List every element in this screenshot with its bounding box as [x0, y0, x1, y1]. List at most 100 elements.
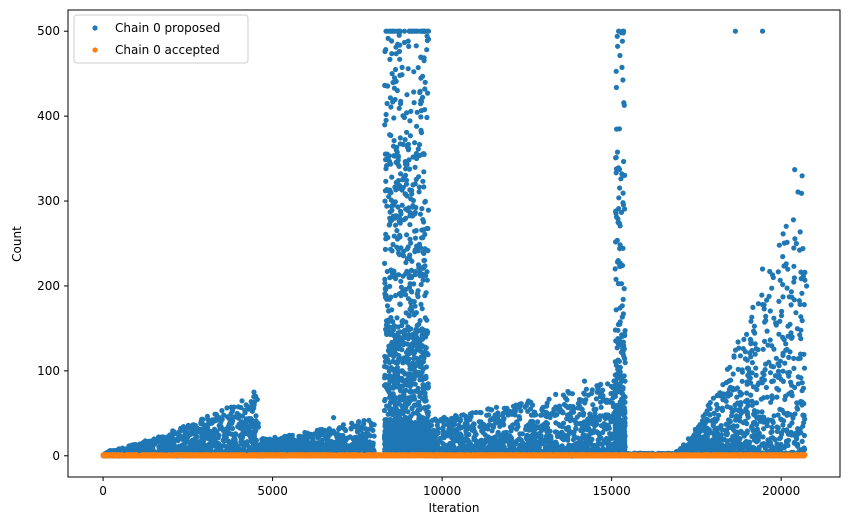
proposed-point: [389, 174, 395, 180]
proposed-point: [397, 28, 403, 34]
proposed-point: [398, 420, 404, 426]
proposed-point: [200, 416, 206, 422]
proposed-point: [412, 247, 418, 253]
proposed-point: [418, 127, 424, 133]
proposed-point: [385, 426, 391, 433]
proposed-point: [405, 347, 411, 353]
proposed-point: [367, 433, 373, 439]
proposed-point: [199, 434, 205, 440]
proposed-point: [395, 153, 401, 159]
proposed-point: [423, 28, 429, 34]
proposed-point: [241, 426, 247, 432]
proposed-point: [403, 286, 409, 292]
proposed-point: [227, 447, 233, 453]
proposed-point: [145, 438, 151, 445]
proposed-point: [405, 144, 411, 150]
proposed-point: [385, 387, 391, 393]
proposed-point: [290, 438, 296, 444]
proposed-point: [244, 417, 250, 423]
proposed-point: [425, 248, 431, 254]
proposed-point: [270, 442, 276, 448]
proposed-point: [141, 447, 147, 453]
proposed-point: [248, 416, 254, 422]
proposed-point: [384, 163, 390, 169]
proposed-point: [386, 375, 392, 381]
proposed-point: [415, 65, 421, 71]
proposed-point: [415, 436, 421, 442]
proposed-point: [412, 211, 418, 217]
proposed-point: [413, 355, 419, 361]
proposed-point: [404, 436, 410, 442]
proposed-point: [381, 407, 388, 414]
proposed-point: [400, 273, 406, 279]
proposed-point: [420, 385, 426, 391]
proposed-point: [398, 245, 404, 251]
proposed-point: [218, 419, 224, 425]
proposed-point: [424, 114, 430, 121]
proposed-point: [386, 187, 392, 193]
proposed-point: [356, 419, 362, 425]
proposed-point: [174, 444, 180, 450]
proposed-point: [418, 114, 424, 120]
proposed-point: [397, 217, 403, 223]
proposed-point: [396, 48, 403, 55]
proposed-point: [415, 262, 422, 268]
proposed-point: [226, 441, 232, 447]
proposed-point: [421, 58, 427, 64]
proposed-point: [224, 405, 230, 411]
proposed-point: [302, 429, 308, 436]
proposed-point: [389, 350, 395, 356]
proposed-point: [412, 272, 418, 278]
proposed-point: [392, 199, 398, 205]
proposed-point: [403, 319, 409, 325]
proposed-point: [395, 162, 401, 168]
proposed-point: [213, 411, 219, 418]
proposed-point: [422, 349, 428, 355]
proposed-point: [229, 431, 235, 437]
proposed-point: [387, 28, 393, 34]
proposed-point: [399, 335, 406, 341]
proposed-point: [224, 430, 231, 436]
proposed-point: [412, 164, 418, 170]
proposed-point: [382, 82, 388, 88]
proposed-point: [353, 439, 359, 445]
proposed-point: [392, 346, 398, 352]
proposed-point: [412, 228, 418, 234]
proposed-point: [420, 415, 426, 421]
proposed-point: [171, 429, 177, 435]
proposed-point: [394, 438, 400, 444]
proposed-point: [404, 161, 410, 167]
proposed-point: [169, 447, 175, 454]
proposed-point: [382, 420, 388, 426]
proposed-point: [391, 442, 397, 448]
proposed-point: [403, 215, 409, 221]
proposed-point: [262, 436, 268, 442]
proposed-point: [370, 442, 376, 448]
proposed-point: [384, 303, 391, 309]
proposed-point: [423, 419, 429, 425]
proposed-point: [167, 437, 173, 443]
proposed-point: [185, 422, 191, 428]
proposed-point: [401, 28, 407, 34]
proposed-point: [219, 408, 225, 414]
series-proposed-points: [100, 28, 810, 459]
proposed-point: [389, 307, 395, 313]
proposed-point: [393, 179, 399, 186]
proposed-point: [386, 194, 392, 200]
proposed-point: [384, 203, 390, 209]
proposed-point: [337, 439, 343, 445]
proposed-point: [398, 171, 404, 177]
proposed-point: [286, 447, 292, 453]
proposed-point: [315, 444, 322, 451]
proposed-point: [407, 133, 413, 139]
proposed-point: [340, 422, 346, 428]
proposed-point: [409, 439, 415, 445]
proposed-point: [424, 47, 430, 53]
proposed-point: [190, 422, 196, 428]
proposed-point: [248, 399, 254, 405]
proposed-point: [399, 425, 405, 431]
proposed-point: [382, 151, 388, 157]
proposed-point: [416, 174, 422, 180]
proposed-point: [249, 403, 255, 409]
proposed-point: [412, 303, 418, 309]
